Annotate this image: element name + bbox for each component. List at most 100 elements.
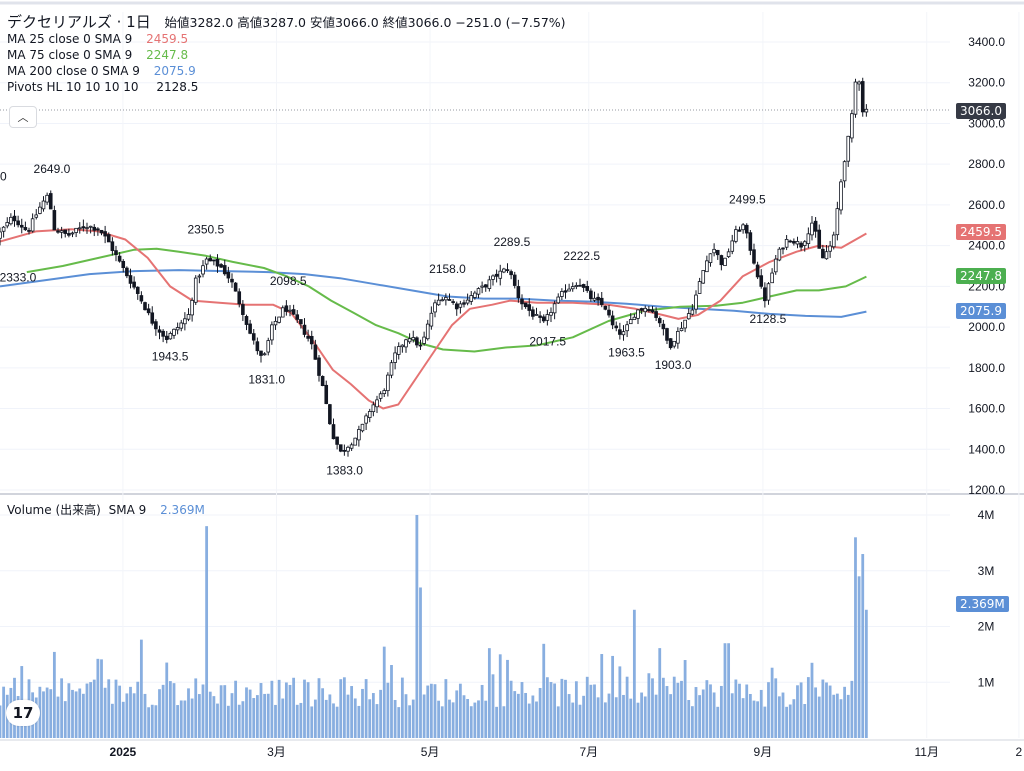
- candle-body: [483, 284, 488, 288]
- volume-bar: [368, 699, 372, 738]
- volume-bar: [509, 680, 513, 738]
- pivot-label: 2017.5: [529, 335, 566, 349]
- candle: [701, 270, 706, 284]
- collapse-legend-button[interactable]: ︿: [9, 106, 37, 128]
- volume-bar: [835, 693, 839, 738]
- candle-body: [523, 302, 528, 308]
- candle: [251, 329, 256, 345]
- volume-bar: [556, 706, 560, 738]
- candle: [59, 226, 64, 239]
- candle-body: [759, 275, 764, 287]
- candle: [132, 276, 136, 290]
- candle: [737, 226, 742, 232]
- volume-label: Volume (出来高): [7, 503, 101, 517]
- candle-body: [824, 251, 829, 260]
- candle-body: [70, 232, 75, 235]
- candle-body: [161, 330, 165, 337]
- candle: [538, 311, 542, 324]
- candle-body: [618, 329, 622, 335]
- candle-body: [701, 270, 706, 284]
- candle: [723, 257, 727, 267]
- candle: [610, 310, 615, 330]
- time-tick-label: 7月: [579, 745, 598, 759]
- candle: [309, 330, 314, 350]
- volume-bar: [806, 677, 810, 738]
- volume-bar: [527, 703, 531, 738]
- symbol-title[interactable]: デクセリアルズ · 1日: [7, 13, 151, 31]
- candle-body: [222, 265, 227, 275]
- volume-bar: [226, 705, 230, 738]
- candle: [400, 344, 405, 353]
- candle-body: [175, 327, 180, 331]
- volume-bar: [770, 667, 774, 738]
- candle-body: [625, 324, 629, 332]
- candle: [346, 445, 350, 457]
- indicator-ma200[interactable]: MA 200 close 0 SMA 9 2075.9: [7, 63, 566, 79]
- candle-body: [498, 270, 503, 279]
- candle: [404, 338, 408, 353]
- candle: [186, 308, 191, 322]
- candle-body: [527, 304, 532, 311]
- indicator-ma75[interactable]: MA 75 close 0 SMA 9 2247.8: [7, 47, 566, 63]
- indicator-pivots[interactable]: Pivots HL 10 10 10 10 2128.5: [7, 79, 566, 95]
- candle-body: [654, 311, 658, 318]
- candle-body: [661, 323, 666, 330]
- volume-bar: [277, 679, 281, 738]
- candle-body: [610, 315, 615, 326]
- indicator-ma25[interactable]: MA 25 close 0 SMA 9 2459.5: [7, 31, 566, 47]
- candle: [135, 286, 140, 300]
- volume-bar: [455, 690, 459, 738]
- volume-bars: [0, 515, 868, 738]
- volume-bar: [386, 682, 390, 738]
- candle: [813, 217, 818, 238]
- candle-body: [96, 228, 100, 231]
- candle: [705, 255, 709, 273]
- candle: [30, 213, 35, 233]
- volume-bar: [114, 679, 118, 738]
- volume-bar: [571, 702, 575, 738]
- candle: [201, 260, 205, 278]
- candle-body: [531, 309, 535, 317]
- candle-body: [215, 258, 220, 267]
- candle: [230, 273, 234, 288]
- volume-bar: [709, 684, 712, 738]
- candle: [469, 291, 474, 305]
- candle: [139, 291, 144, 304]
- volume-bar: [234, 680, 238, 738]
- pivot-label: 1383.0: [326, 464, 363, 478]
- candle: [154, 319, 158, 336]
- tradingview-logo-icon[interactable]: 17: [6, 700, 40, 726]
- volume-bar: [306, 682, 310, 738]
- candle-body: [440, 299, 445, 302]
- candle: [338, 444, 343, 453]
- candle: [520, 294, 524, 310]
- volume-legend[interactable]: Volume (出来高) SMA 9 2.369M: [7, 501, 205, 518]
- volume-bar: [223, 685, 227, 738]
- candle: [375, 395, 379, 414]
- volume-bar: [237, 704, 241, 738]
- price-tick-label: 2000.0: [968, 320, 1005, 334]
- candle: [110, 237, 115, 256]
- candle-body: [407, 338, 412, 343]
- candle: [411, 330, 416, 343]
- volume-bar: [502, 706, 506, 738]
- candle-body: [226, 271, 231, 279]
- candle-body: [632, 316, 637, 321]
- candle-body: [135, 286, 140, 294]
- candle-body: [121, 260, 126, 269]
- volume-bar: [705, 680, 709, 738]
- candle-body: [668, 338, 673, 349]
- candle: [389, 359, 394, 379]
- candle-body: [784, 238, 789, 248]
- volume-bar: [179, 700, 183, 738]
- volume-bar: [658, 648, 662, 738]
- candle: [835, 201, 840, 241]
- candle: [41, 196, 46, 212]
- candle-body: [106, 234, 111, 243]
- candle: [248, 319, 252, 335]
- candle-body: [712, 248, 716, 254]
- candle: [828, 240, 832, 258]
- candle: [233, 282, 238, 292]
- candle-body: [404, 339, 408, 348]
